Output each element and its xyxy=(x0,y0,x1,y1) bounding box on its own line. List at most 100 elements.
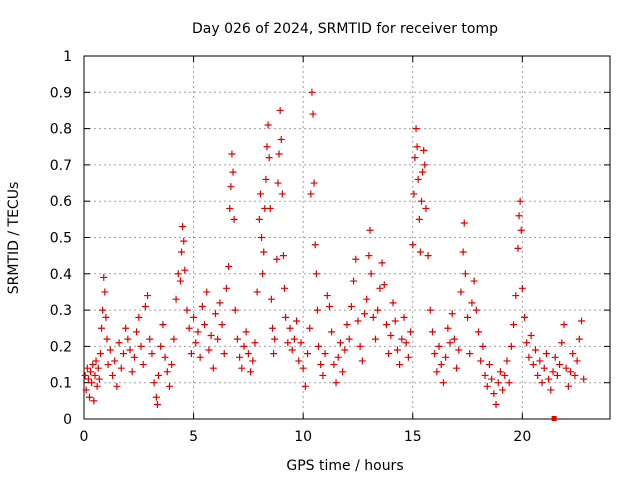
data-point xyxy=(89,361,97,369)
data-point xyxy=(341,346,349,354)
data-point xyxy=(354,317,362,325)
data-point xyxy=(382,321,390,329)
data-point xyxy=(168,361,176,369)
data-point xyxy=(398,335,406,343)
data-point xyxy=(391,317,399,325)
data-point xyxy=(553,371,561,379)
data-point xyxy=(366,226,374,234)
data-point xyxy=(378,259,386,267)
data-point xyxy=(479,342,487,350)
data-point xyxy=(311,241,319,249)
y-tick-label: 0.6 xyxy=(50,194,72,210)
data-point xyxy=(510,321,518,329)
data-point xyxy=(183,306,191,314)
data-point xyxy=(87,368,95,376)
data-point xyxy=(466,350,474,358)
data-point xyxy=(435,342,443,350)
data-point xyxy=(137,342,145,350)
data-point xyxy=(268,324,276,332)
data-point xyxy=(190,313,198,321)
data-point xyxy=(270,350,278,358)
data-point xyxy=(263,143,271,151)
y-tick-label: 1 xyxy=(63,49,72,65)
data-point xyxy=(485,361,493,369)
grid-lines xyxy=(84,56,610,419)
data-point xyxy=(133,328,141,336)
y-tick-labels: 0 0.1 0.2 0.3 0.4 0.5 0.6 0.7 0.8 0.9 1 xyxy=(50,49,72,428)
data-point xyxy=(470,277,478,285)
data-point xyxy=(103,335,111,343)
data-point xyxy=(437,361,445,369)
data-point xyxy=(422,204,430,212)
data-point xyxy=(244,350,252,358)
data-point xyxy=(525,353,533,361)
data-point xyxy=(464,313,472,321)
data-point xyxy=(567,368,575,376)
data-point xyxy=(507,342,515,350)
data-point xyxy=(538,379,546,387)
data-point xyxy=(540,364,548,372)
data-point xyxy=(102,313,110,321)
data-point xyxy=(564,382,572,390)
data-point xyxy=(352,255,360,263)
data-point xyxy=(96,350,104,358)
data-point xyxy=(410,190,418,198)
data-point xyxy=(194,328,202,336)
x-tick-label: 15 xyxy=(404,429,422,445)
data-point xyxy=(345,335,353,343)
data-point xyxy=(446,339,454,347)
data-point xyxy=(113,382,121,390)
data-point xyxy=(225,263,233,271)
data-point xyxy=(547,386,555,394)
data-point xyxy=(309,110,317,118)
data-point xyxy=(84,375,92,383)
y-tick-label: 0.7 xyxy=(50,158,72,174)
data-point xyxy=(323,292,331,300)
data-point xyxy=(275,150,283,158)
data-point xyxy=(515,212,523,220)
data-point xyxy=(135,313,143,321)
data-point xyxy=(332,379,340,387)
data-point xyxy=(205,346,213,354)
data-point xyxy=(94,364,102,372)
data-point xyxy=(415,215,423,223)
data-point xyxy=(365,252,373,260)
data-point xyxy=(264,121,272,129)
data-point xyxy=(501,371,509,379)
data-point xyxy=(115,339,123,347)
data-point xyxy=(312,270,320,278)
data-point xyxy=(104,361,112,369)
data-point xyxy=(531,346,539,354)
data-point xyxy=(220,350,228,358)
y-axis-label: SRMTID / TECUs xyxy=(6,182,22,295)
data-point xyxy=(453,364,461,372)
data-point xyxy=(91,371,99,379)
data-point xyxy=(414,175,422,183)
data-point xyxy=(512,292,520,300)
data-point xyxy=(253,288,261,296)
data-point xyxy=(279,252,287,260)
data-point xyxy=(558,339,566,347)
y-tick-label: 0 xyxy=(63,412,72,428)
data-point xyxy=(273,255,281,263)
data-point xyxy=(385,350,393,358)
data-point xyxy=(419,168,427,176)
data-point xyxy=(214,335,222,343)
data-point xyxy=(276,106,284,114)
data-point xyxy=(542,350,550,358)
data-point xyxy=(551,353,559,361)
data-point xyxy=(255,215,263,223)
data-point xyxy=(494,379,502,387)
data-point xyxy=(330,361,338,369)
data-point xyxy=(505,379,513,387)
data-point xyxy=(529,361,537,369)
data-point xyxy=(448,310,456,318)
data-point xyxy=(262,175,270,183)
data-point xyxy=(534,371,542,379)
x-tick-label: 5 xyxy=(189,429,198,445)
data-point xyxy=(409,241,417,249)
data-point xyxy=(315,342,323,350)
data-point xyxy=(227,183,235,191)
data-point xyxy=(178,248,186,256)
